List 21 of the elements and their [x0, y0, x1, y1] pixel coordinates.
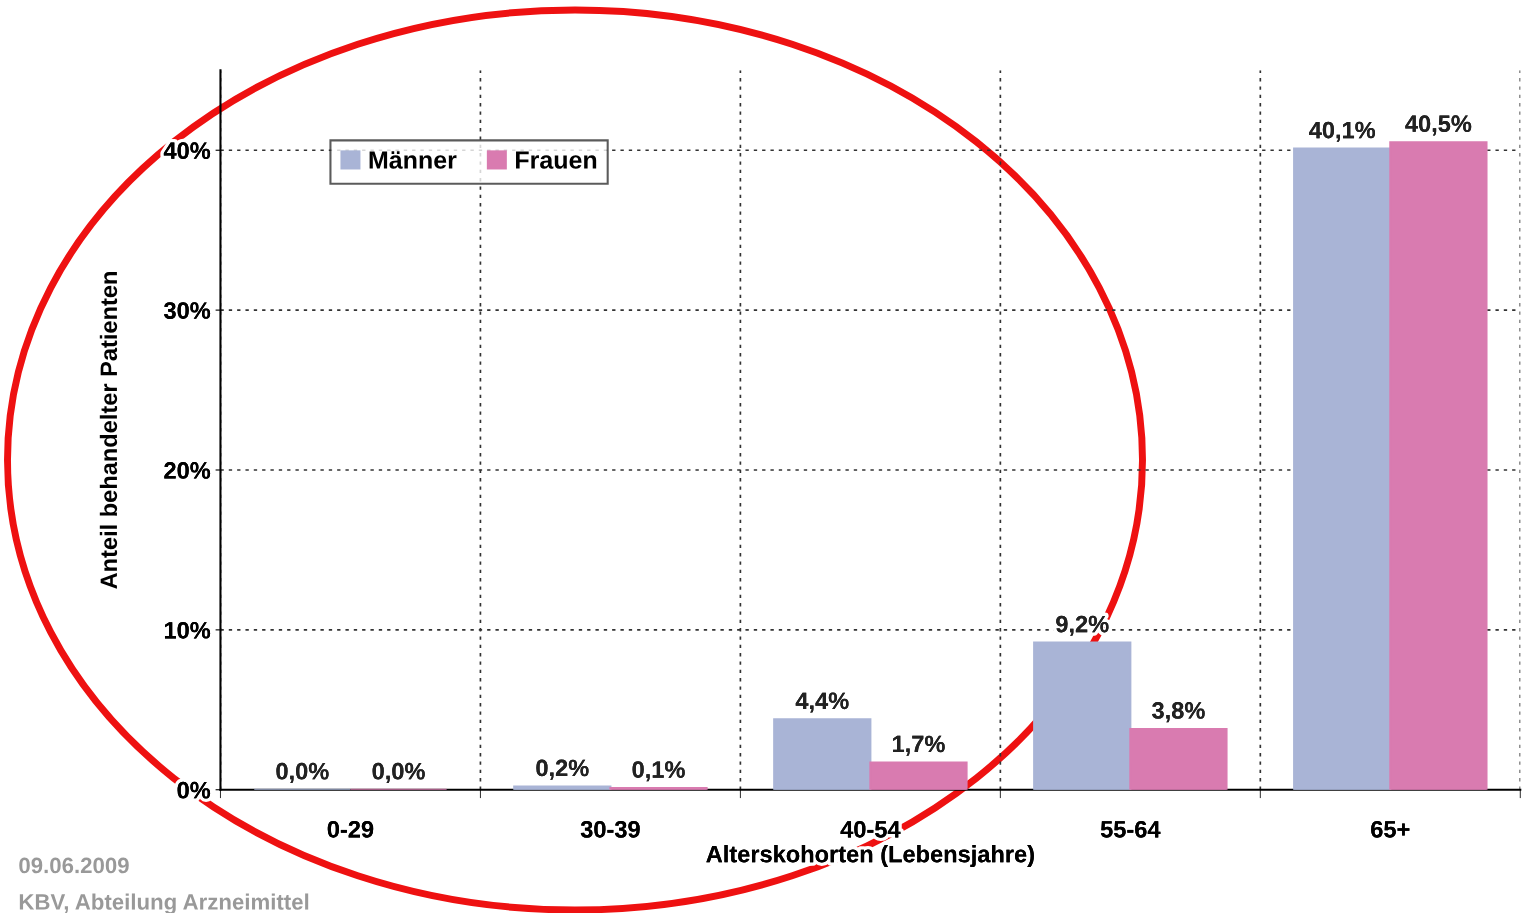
data-label: 0,0% — [372, 762, 425, 783]
x-tick-label: 0-29 — [327, 820, 374, 838]
legend-label: Frauen — [516, 151, 597, 169]
data-label: 3,8% — [1152, 702, 1205, 723]
data-label: 1,7% — [893, 735, 945, 756]
data-label: 0,0% — [276, 762, 329, 783]
y-tick-label: 30% — [164, 302, 211, 319]
y-tick-label: 40% — [163, 142, 211, 160]
data-label: 40,5% — [1405, 115, 1472, 136]
legend-label: Männer — [369, 151, 457, 169]
x-tick-label: 55-64 — [1100, 820, 1161, 838]
data-label: 4,4% — [795, 692, 849, 713]
y-tick-label: 20% — [164, 462, 211, 479]
data-label: 40,1% — [1309, 121, 1376, 142]
x-tick-label: 65+ — [1371, 820, 1410, 838]
x-tick-label: 30-39 — [580, 820, 640, 838]
text: 09.06.2009 — [19, 857, 129, 874]
y-tick-label: 10% — [164, 621, 211, 639]
data-label: 0,2% — [536, 759, 589, 780]
y-axis-title: Anteil behandelter Patienten — [99, 272, 118, 589]
data-label: 0,1% — [632, 761, 685, 782]
